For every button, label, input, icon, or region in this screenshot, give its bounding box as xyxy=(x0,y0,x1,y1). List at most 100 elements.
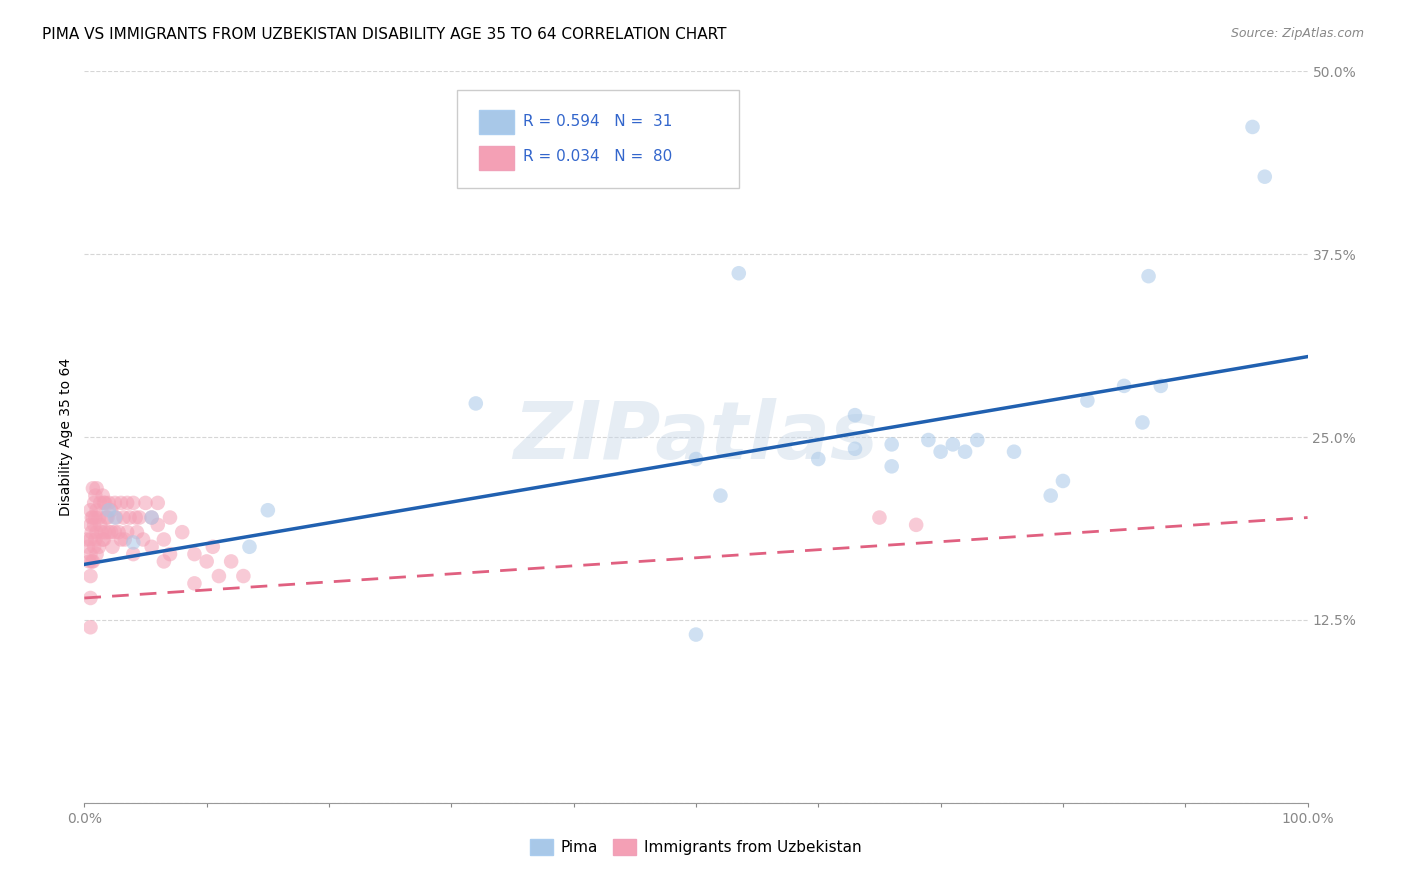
Point xyxy=(84,510,107,524)
Point xyxy=(79,569,101,583)
FancyBboxPatch shape xyxy=(479,110,513,135)
Point xyxy=(141,540,163,554)
Point xyxy=(1241,120,1264,134)
Text: R = 0.594   N =  31: R = 0.594 N = 31 xyxy=(523,113,673,128)
Point xyxy=(942,437,965,451)
Point xyxy=(1254,169,1277,184)
Point xyxy=(83,517,105,532)
Point xyxy=(953,444,976,458)
Point xyxy=(104,510,127,524)
Point xyxy=(91,533,114,547)
Point xyxy=(208,569,231,583)
Point xyxy=(232,569,254,583)
Point xyxy=(110,496,132,510)
Point xyxy=(76,533,98,547)
Point xyxy=(97,510,120,524)
Point xyxy=(880,437,903,451)
Point xyxy=(201,540,224,554)
Point xyxy=(159,510,181,524)
Point xyxy=(89,517,111,532)
Point xyxy=(112,510,135,524)
Point xyxy=(1039,489,1062,503)
FancyBboxPatch shape xyxy=(479,146,513,170)
Text: ZIPatlas: ZIPatlas xyxy=(513,398,879,476)
Point xyxy=(1114,379,1136,393)
Legend: Pima, Immigrants from Uzbekistan: Pima, Immigrants from Uzbekistan xyxy=(524,833,868,861)
Point xyxy=(79,591,101,605)
Point xyxy=(77,540,100,554)
Point xyxy=(104,525,127,540)
Point xyxy=(183,547,205,561)
Point xyxy=(84,489,107,503)
Point xyxy=(87,540,110,554)
Point xyxy=(141,510,163,524)
Point xyxy=(94,525,117,540)
Point xyxy=(79,620,101,634)
Point xyxy=(880,459,903,474)
Point xyxy=(115,525,138,540)
Point xyxy=(146,496,169,510)
Point xyxy=(91,489,114,503)
Point xyxy=(844,442,866,456)
Point xyxy=(77,554,100,568)
Point xyxy=(238,540,260,554)
Point xyxy=(100,503,122,517)
Point xyxy=(1132,416,1154,430)
Point xyxy=(1150,379,1173,393)
Point xyxy=(79,533,101,547)
Point xyxy=(115,496,138,510)
Point xyxy=(94,496,117,510)
Point xyxy=(727,266,749,280)
Point xyxy=(128,510,150,524)
Point xyxy=(97,503,120,517)
Point xyxy=(97,496,120,510)
Point xyxy=(122,547,145,561)
Point xyxy=(153,533,176,547)
Point xyxy=(96,510,118,524)
Point xyxy=(125,525,148,540)
Point xyxy=(844,408,866,422)
Point xyxy=(132,533,155,547)
Point xyxy=(685,452,707,467)
Point xyxy=(90,525,112,540)
Point xyxy=(807,452,830,467)
Point xyxy=(104,496,127,510)
Point xyxy=(93,496,115,510)
Y-axis label: Disability Age 35 to 64: Disability Age 35 to 64 xyxy=(59,358,73,516)
Point xyxy=(141,510,163,524)
Point xyxy=(80,525,103,540)
Point xyxy=(257,503,280,517)
Point xyxy=(86,503,108,517)
Point xyxy=(86,525,108,540)
Point xyxy=(86,547,108,561)
Point xyxy=(114,533,136,547)
Point xyxy=(1137,269,1160,284)
Point xyxy=(79,547,101,561)
Point xyxy=(929,444,952,458)
Point xyxy=(118,510,141,524)
Point xyxy=(82,510,104,524)
Point xyxy=(89,496,111,510)
Point xyxy=(153,554,176,568)
Point xyxy=(1076,393,1098,408)
Point xyxy=(146,517,169,532)
Point xyxy=(87,510,110,524)
Point xyxy=(135,496,157,510)
Point xyxy=(80,510,103,524)
Point xyxy=(966,433,988,447)
Point xyxy=(79,517,101,532)
Point xyxy=(122,535,145,549)
Text: R = 0.034   N =  80: R = 0.034 N = 80 xyxy=(523,150,672,164)
Point xyxy=(101,540,124,554)
Point xyxy=(79,503,101,517)
Point xyxy=(125,510,148,524)
Point xyxy=(82,481,104,495)
FancyBboxPatch shape xyxy=(457,90,738,188)
Point xyxy=(685,627,707,641)
Point xyxy=(917,433,939,447)
Point xyxy=(1052,474,1074,488)
Point xyxy=(84,533,107,547)
Point xyxy=(83,496,105,510)
Point xyxy=(83,540,105,554)
Point xyxy=(219,554,242,568)
